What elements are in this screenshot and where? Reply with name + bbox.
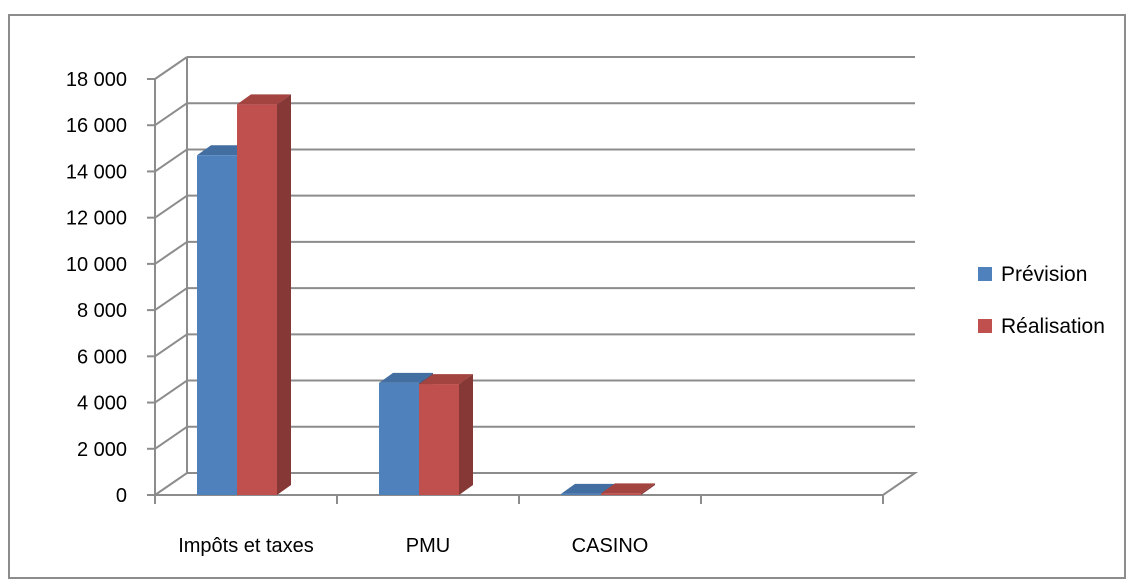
x-category-label: CASINO <box>572 535 649 557</box>
bar-front <box>379 382 419 495</box>
legend-swatch <box>978 319 992 333</box>
bar-top <box>237 94 291 105</box>
bar-side <box>277 94 291 495</box>
gridline-diagonal <box>154 102 188 127</box>
bar-side <box>641 483 655 495</box>
y-tick-label: 18 000 <box>66 69 127 91</box>
chart-frame <box>8 14 1126 579</box>
y-tick-label: 6 000 <box>77 346 127 368</box>
y-tick-label: 14 000 <box>66 161 127 183</box>
y-tick-label: 8 000 <box>77 300 127 322</box>
bar-top <box>379 372 433 383</box>
gridline-diagonal <box>154 379 188 404</box>
gridline-diagonal <box>154 56 188 80</box>
gridline-diagonal <box>154 333 188 358</box>
y-tick-label: 12 000 <box>66 208 127 230</box>
bar-top <box>601 483 655 494</box>
gridline-diagonal <box>154 287 188 311</box>
legend-swatch <box>978 267 992 281</box>
bar-top <box>419 374 473 385</box>
y-tick-label: 10 000 <box>66 254 127 276</box>
gridline-diagonal <box>154 241 188 265</box>
chart-walls <box>154 57 919 496</box>
legend: Prévision Réalisation <box>978 263 1105 338</box>
gridline-diagonal <box>154 425 188 450</box>
floor-outline <box>154 472 919 496</box>
bar-side <box>459 374 473 495</box>
bar-2-1 <box>601 483 655 495</box>
y-tick-label: 16 000 <box>66 115 127 137</box>
legend-label: Réalisation <box>1001 315 1105 338</box>
gridlines <box>147 56 915 496</box>
legend-label: Prévision <box>1001 263 1087 286</box>
y-tick-label: 0 <box>116 485 127 507</box>
bar-top <box>561 483 615 494</box>
gridline-diagonal <box>154 148 188 173</box>
bar-1-1 <box>419 374 473 495</box>
bar-0-1 <box>237 94 291 495</box>
bar-front <box>561 493 601 495</box>
bar-front <box>419 384 459 495</box>
bar-front <box>197 155 237 495</box>
bar-front <box>237 104 277 495</box>
y-tick-label: 2 000 <box>77 439 127 461</box>
x-axis-categories: Impôts et taxes PMU CASINO <box>178 535 648 557</box>
x-category-label: Impôts et taxes <box>178 535 314 557</box>
bar-front <box>601 493 641 495</box>
y-tick-label: 4 000 <box>77 393 127 415</box>
gridline-diagonal <box>154 194 188 219</box>
y-axis-ticks: 0 2 000 4 000 6 000 8 000 10 000 12 000 14 000 1… <box>66 69 127 507</box>
bars <box>197 94 655 495</box>
x-category-label: PMU <box>406 535 450 557</box>
